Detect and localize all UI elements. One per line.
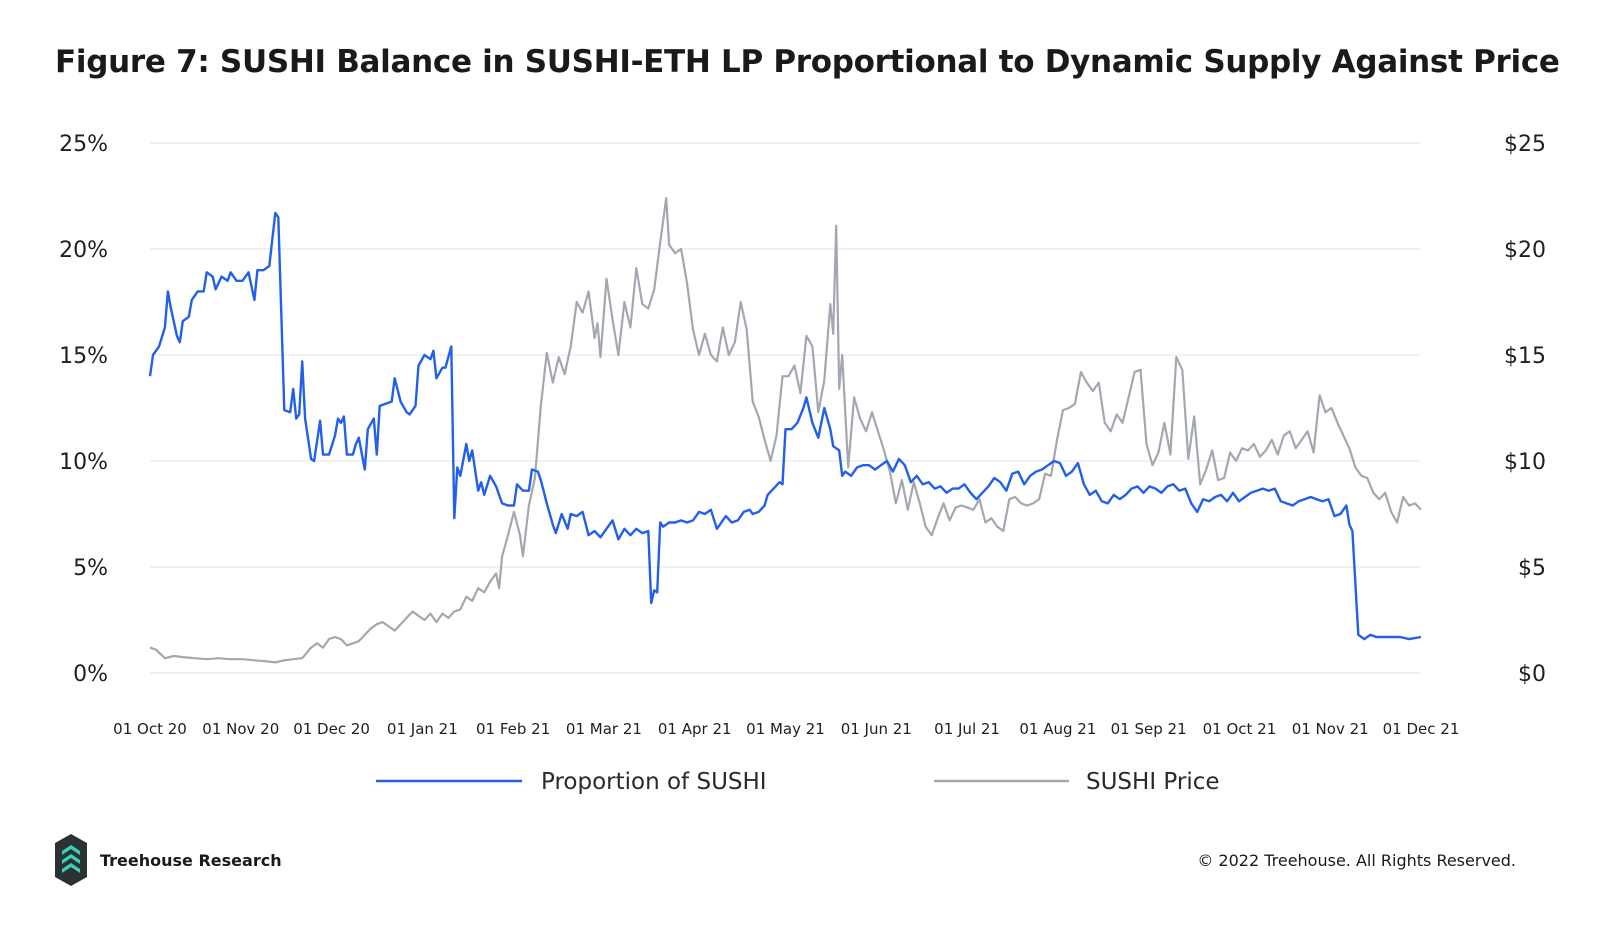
x-tick-label: 01 Nov 20 — [202, 720, 279, 738]
treehouse-logo-icon — [55, 834, 87, 886]
price-line — [149, 197, 1422, 664]
x-tick-label: 01 Jul 21 — [934, 720, 1000, 738]
series-lines — [148, 197, 1422, 664]
y-right-tick-label: $25 — [1504, 132, 1546, 157]
legend: Proportion of SUSHI SUSHI Price — [376, 769, 1220, 795]
y-left-tick-label: 25% — [59, 132, 108, 157]
x-tick-label: 01 Feb 21 — [476, 720, 550, 738]
chart-title: Figure 7: SUSHI Balance in SUSHI-ETH LP … — [55, 44, 1560, 80]
x-tick-label: 01 Dec 20 — [293, 720, 370, 738]
y-left-tick-label: 0% — [73, 662, 108, 687]
brand-name: Treehouse Research — [100, 850, 282, 870]
x-tick-label: 01 Jun 21 — [841, 720, 912, 738]
x-tick-label: 01 May 21 — [746, 720, 825, 738]
copyright-notice: © 2022 Treehouse. All Rights Reserved. — [1197, 851, 1516, 870]
legend-label-proportion: Proportion of SUSHI — [541, 769, 767, 795]
x-tick-label: 01 Apr 21 — [658, 720, 732, 738]
x-tick-label: 01 Sep 21 — [1111, 720, 1187, 738]
y-right-tick-label: $15 — [1504, 344, 1546, 369]
legend-label-price: SUSHI Price — [1086, 769, 1220, 795]
y-axis-right-ticks: $0 $5 $10 $15 $20 $25 — [1504, 132, 1546, 687]
y-axis-left-ticks: 0% 5% 10% 15% 20% 25% — [59, 132, 108, 687]
y-left-tick-label: 20% — [59, 238, 108, 263]
y-left-tick-label: 15% — [59, 344, 108, 369]
brand: Treehouse Research — [54, 834, 282, 886]
x-tick-label: 01 Oct 21 — [1203, 720, 1277, 738]
x-axis-ticks: 01 Oct 20 01 Nov 20 01 Dec 20 01 Jan 21 01 F… — [113, 720, 1459, 738]
proportion-line — [148, 211, 1422, 641]
y-right-tick-label: $5 — [1518, 556, 1546, 581]
y-right-tick-label: $10 — [1504, 450, 1546, 475]
y-right-tick-label: $0 — [1518, 662, 1546, 687]
x-tick-label: 01 Mar 21 — [566, 720, 642, 738]
x-tick-label: 01 Aug 21 — [1019, 720, 1096, 738]
y-right-tick-label: $20 — [1504, 238, 1546, 263]
x-tick-label: 01 Oct 20 — [113, 720, 187, 738]
y-left-tick-label: 5% — [73, 556, 108, 581]
x-tick-label: 01 Jan 21 — [387, 720, 458, 738]
grid-lines — [150, 142, 1421, 674]
y-left-tick-label: 10% — [59, 450, 108, 475]
x-tick-label: 01 Dec 21 — [1383, 720, 1460, 738]
x-tick-label: 01 Nov 21 — [1292, 720, 1369, 738]
